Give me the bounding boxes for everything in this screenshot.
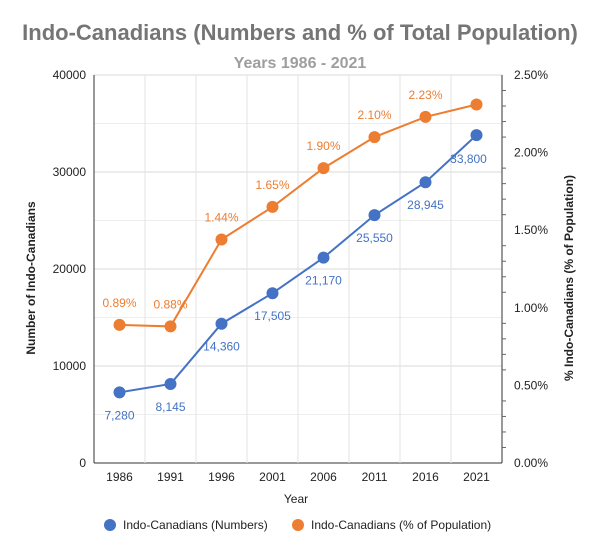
x-tick-label: 1991: [157, 470, 184, 484]
series-line-0: [119, 134, 478, 394]
data-point-1: [266, 200, 279, 213]
right-tick-label: 2.00%: [514, 146, 548, 160]
left-axis-ticks: 0 10000 20000 30000 40000: [53, 68, 87, 470]
data-label-0: 21,170: [305, 274, 342, 288]
data-point-0: [113, 386, 126, 399]
x-tick-label: 2006: [310, 470, 337, 484]
data-label-0: 33,800: [450, 152, 487, 166]
data-point-0: [164, 377, 177, 390]
right-tick-label: 1.50%: [514, 223, 548, 237]
gridlines: [93, 74, 506, 464]
data-label-1: 2.10%: [357, 108, 391, 122]
right-tick-label: 0.00%: [514, 456, 548, 470]
data-point-1: [470, 98, 483, 111]
data-point-0: [266, 287, 279, 300]
x-tick-label: 2016: [412, 470, 439, 484]
data-label-0: 28,945: [407, 198, 444, 212]
series-line-1: [119, 103, 477, 328]
data-label-1: 0.89%: [102, 296, 136, 310]
data-label-1: 0.88%: [153, 297, 187, 311]
left-tick-label: 0: [79, 456, 86, 470]
data-point-1: [368, 131, 381, 144]
data-point-1: [317, 162, 330, 175]
series-layer: [113, 98, 483, 399]
right-tick-label: 0.50%: [514, 378, 548, 392]
left-tick-label: 30000: [53, 165, 87, 179]
left-axis-title: Number of Indo-Canadians: [24, 201, 38, 355]
data-label-0: 14,360: [203, 340, 240, 354]
left-tick-label: 20000: [53, 262, 87, 276]
left-tick-label: 10000: [53, 359, 87, 373]
data-label-1: 2.23%: [408, 88, 442, 102]
x-axis-ticks: 1986 1991 1996 2001 2006 2011 2016 2021: [106, 470, 490, 484]
data-point-0: [317, 251, 330, 264]
data-label-1: 1.44%: [204, 211, 238, 225]
data-point-0: [215, 317, 228, 330]
data-point-1: [215, 233, 228, 246]
data-label-1: 1.90%: [306, 139, 340, 153]
x-tick-label: 2021: [463, 470, 490, 484]
data-label-0: 7,280: [104, 408, 134, 422]
legend-swatch-percent: [292, 519, 304, 531]
data-point-1: [164, 320, 177, 333]
data-label-0: 8,145: [155, 400, 185, 414]
data-label-1: 1.65%: [255, 178, 289, 192]
x-tick-label: 2001: [259, 470, 286, 484]
legend-swatch-numbers: [104, 519, 116, 531]
right-tick-label: 1.00%: [514, 301, 548, 315]
data-label-0: 25,550: [356, 231, 393, 245]
chart-title: Indo-Canadians (Numbers and % of Total P…: [22, 20, 578, 45]
right-axis-title: % Indo-Canadians (% of Population): [562, 175, 576, 381]
x-tick-label: 2011: [362, 470, 388, 484]
legend: Indo-Canadians (Numbers) Indo-Canadians …: [104, 518, 491, 532]
right-axis-ticks: 0.00% 0.50% 1.00% 1.50% 2.00% 2.50%: [514, 68, 548, 470]
x-tick-label: 1986: [106, 470, 133, 484]
data-point-1: [419, 110, 432, 123]
x-tick-label: 1996: [208, 470, 235, 484]
chart-subtitle: Years 1986 - 2021: [234, 55, 367, 72]
x-axis-title: Year: [284, 492, 308, 506]
right-tick-label: 2.50%: [514, 68, 548, 82]
data-point-0: [368, 209, 381, 222]
data-point-0: [419, 176, 432, 189]
data-point-1: [113, 318, 126, 331]
left-tick-label: 40000: [53, 68, 87, 82]
data-point-0: [470, 129, 483, 142]
legend-label-percent: Indo-Canadians (% of Population): [311, 518, 491, 532]
legend-label-numbers: Indo-Canadians (Numbers): [123, 518, 268, 532]
data-labels: 7,280 8,145 14,360 17,505 21,170 25,550 28,945…: [102, 88, 487, 422]
data-label-0: 17,505: [254, 309, 291, 323]
